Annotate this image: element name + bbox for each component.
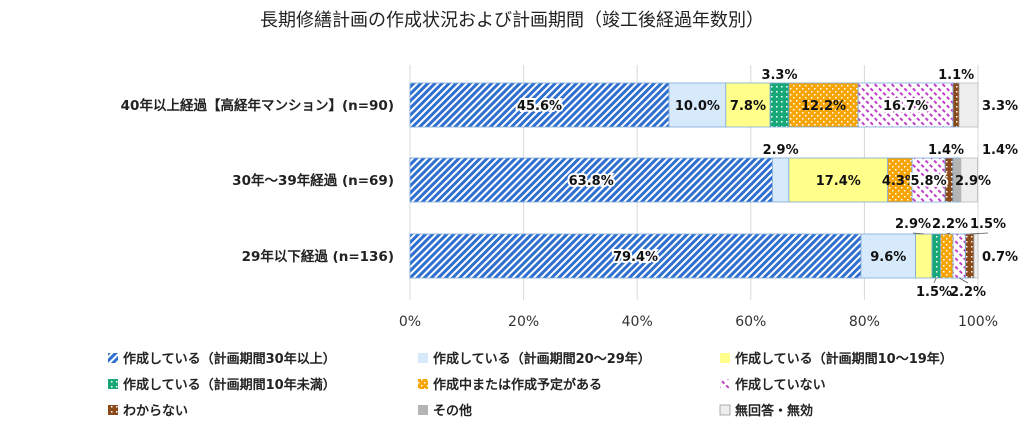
legend-label: その他 bbox=[433, 403, 472, 419]
legend: 作成している（計画期間30年以上） 作成している（計画期間20〜29年） 作成してい… bbox=[108, 351, 953, 419]
category-label: 40年以上経過【高経年マンション】(n=90) bbox=[121, 97, 394, 114]
legend-label: 無回答・無効 bbox=[735, 403, 813, 419]
data-label: 1.4% bbox=[928, 143, 964, 158]
leader-line bbox=[946, 232, 951, 235]
bar-segment bbox=[771, 157, 790, 203]
legend-label: 作成している（計画期間10〜19年） bbox=[735, 351, 953, 367]
bar-segment bbox=[952, 82, 960, 128]
legend-label: 作成していない bbox=[735, 377, 826, 393]
data-label: 0.7% bbox=[982, 250, 1018, 265]
legend-label: 作成中または作成予定がある bbox=[433, 377, 602, 393]
data-label: 2.2% bbox=[932, 217, 968, 232]
bar-segment bbox=[409, 233, 862, 279]
bar-segment bbox=[952, 233, 966, 279]
data-label: 79.4% bbox=[613, 250, 658, 265]
bar-segment bbox=[788, 157, 889, 203]
x-tick-label: 100% bbox=[958, 314, 998, 330]
data-label: 10.0% bbox=[675, 99, 720, 114]
data-label: 2.9% bbox=[895, 217, 931, 232]
leader-line bbox=[933, 277, 937, 284]
legend-swatch bbox=[720, 379, 730, 389]
data-labels: 45.6% 10.0% 7.8% 3.3% 12.2% 16.7% 1.1% 3.3% 63.8… bbox=[515, 68, 1018, 300]
x-axis-ticks: 0% 20% 40% 60% 80% 100% bbox=[399, 314, 998, 330]
legend-swatch bbox=[418, 353, 428, 363]
legend-swatch bbox=[719, 404, 731, 416]
data-label: 1.1% bbox=[938, 68, 974, 83]
data-label: 1.5% bbox=[970, 217, 1006, 232]
legend-swatch bbox=[418, 379, 428, 389]
data-label: 45.6% bbox=[517, 99, 562, 114]
category-label: 30年〜39年経過 (n=69) bbox=[232, 172, 394, 189]
legend-swatch bbox=[108, 405, 118, 415]
bar-segment bbox=[911, 157, 946, 203]
legend-swatch bbox=[108, 353, 118, 363]
data-label: 5.8% bbox=[911, 174, 947, 189]
leader-line bbox=[969, 232, 989, 235]
bar-segment bbox=[409, 82, 670, 128]
x-tick-label: 40% bbox=[622, 314, 653, 330]
bar-segment bbox=[960, 157, 978, 203]
legend-swatch bbox=[720, 353, 730, 363]
data-label: 3.3% bbox=[761, 68, 797, 83]
bar-segment bbox=[940, 233, 954, 279]
leader-line bbox=[959, 277, 969, 284]
data-label: 2.9% bbox=[955, 174, 991, 189]
data-label: 2.9% bbox=[763, 143, 799, 158]
bar-segments bbox=[409, 82, 979, 279]
legend-label: 作成している（計画期間10年未満） bbox=[123, 377, 336, 393]
bar-segment bbox=[788, 82, 859, 128]
data-label: 12.2% bbox=[801, 99, 846, 114]
category-label: 29年以下経過 (n=136) bbox=[242, 248, 394, 265]
data-label: 9.6% bbox=[870, 250, 906, 265]
bar-segment bbox=[958, 82, 979, 128]
legend-swatch bbox=[418, 405, 428, 415]
data-label: 7.8% bbox=[730, 99, 766, 114]
data-label: 63.8% bbox=[569, 174, 614, 189]
chart-title: 長期修繕計画の作成状況および計画期間（竣工後経過年数別） bbox=[260, 10, 764, 31]
data-label: 16.7% bbox=[883, 99, 928, 114]
data-label: 3.3% bbox=[982, 99, 1018, 114]
data-label: 17.4% bbox=[816, 174, 861, 189]
bar-segment bbox=[915, 233, 933, 279]
x-tick-label: 60% bbox=[735, 314, 766, 330]
leader-line bbox=[912, 232, 924, 235]
data-label: 1.4% bbox=[982, 143, 1018, 158]
bar-segment bbox=[857, 82, 954, 128]
bar-segment bbox=[931, 233, 941, 279]
legend-label: わからない bbox=[123, 404, 188, 419]
bar-segment bbox=[860, 233, 916, 279]
data-label: 2.2% bbox=[950, 285, 986, 300]
x-tick-label: 80% bbox=[849, 314, 880, 330]
x-tick-label: 0% bbox=[399, 314, 421, 330]
legend-label: 作成している（計画期間30年以上） bbox=[123, 351, 336, 367]
bar-segment bbox=[965, 233, 975, 279]
bar-segment bbox=[973, 233, 979, 279]
data-label: 4.3% bbox=[882, 174, 918, 189]
x-tick-label: 20% bbox=[508, 314, 539, 330]
data-label: 1.5% bbox=[916, 285, 952, 300]
bar-segment bbox=[769, 82, 790, 128]
legend-label: 作成している（計画期間20〜29年） bbox=[433, 351, 651, 367]
legend-swatch bbox=[108, 379, 118, 389]
category-labels: 40年以上経過【高経年マンション】(n=90) 30年〜39年経過 (n=69) 2… bbox=[121, 97, 394, 265]
